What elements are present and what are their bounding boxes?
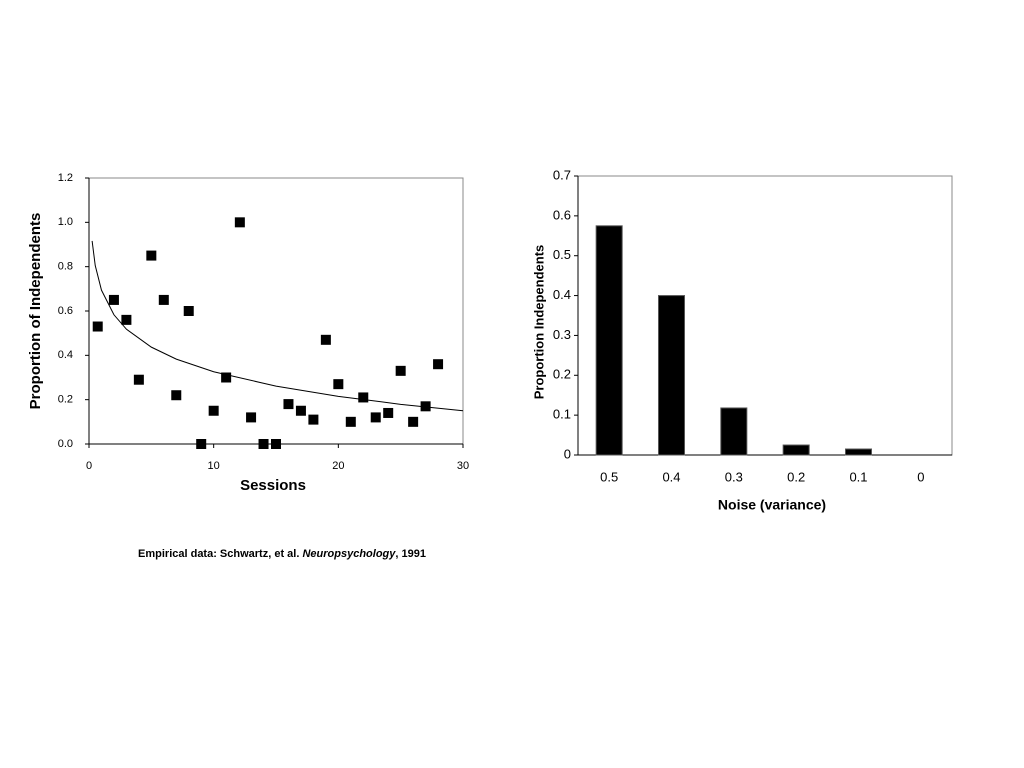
x-tick-label: 0.2	[787, 469, 805, 484]
data-point	[92, 321, 103, 332]
x-axis-title: Sessions	[240, 477, 306, 494]
bar	[658, 295, 685, 456]
data-point	[433, 359, 444, 370]
data-point	[333, 379, 344, 390]
data-point	[258, 439, 269, 449]
data-point	[271, 439, 281, 449]
x-tick-label: 30	[457, 460, 469, 472]
fit-curve	[91, 240, 464, 412]
data-point	[158, 294, 169, 305]
caption-year: , 1991	[395, 548, 426, 560]
y-tick-label: 0.2	[553, 367, 571, 382]
data-point	[146, 250, 157, 261]
x-tick-label: 20	[332, 460, 344, 472]
data-point	[320, 334, 331, 345]
data-point	[395, 365, 406, 376]
data-point	[295, 405, 306, 416]
y-tick-label: 0.6	[58, 305, 73, 317]
x-tick-label: 0	[917, 469, 924, 484]
plot-frame	[88, 177, 464, 445]
data-point	[133, 374, 144, 385]
y-tick-label: 0.6	[553, 207, 571, 222]
caption-text: Empirical data: Schwartz, et al.	[138, 548, 299, 560]
y-tick-label: 0.2	[58, 394, 73, 406]
bar	[720, 407, 748, 456]
x-tick-label: 0.1	[849, 469, 867, 484]
x-tick-label: 0	[86, 460, 92, 472]
plot-frame	[577, 175, 953, 456]
y-tick-label: 0.1	[553, 407, 571, 422]
data-point	[358, 392, 369, 403]
y-axis-title: Proportion of Independents	[27, 213, 44, 410]
data-point	[283, 399, 294, 410]
data-point	[420, 401, 431, 412]
data-point	[108, 294, 119, 305]
y-tick-label: 0	[564, 446, 571, 461]
y-tick-label: 0.0	[58, 438, 73, 450]
data-point	[171, 390, 182, 401]
y-axis-title: Proportion Independents	[531, 245, 546, 400]
x-tick-label: 0.3	[725, 469, 743, 484]
data-point	[370, 412, 381, 423]
data-point	[208, 405, 219, 416]
data-point	[246, 412, 257, 423]
data-point	[234, 217, 245, 228]
x-tick-label: 0.4	[662, 469, 680, 484]
data-point	[383, 407, 394, 418]
caption-journal: Neuropsychology	[302, 548, 396, 560]
y-tick-label: 1.2	[58, 172, 73, 184]
bar	[845, 448, 872, 456]
data-point	[183, 306, 194, 316]
data-point	[196, 439, 207, 449]
bar	[595, 225, 623, 456]
x-tick-label: 10	[208, 460, 220, 472]
y-tick-label: 0.4	[58, 349, 73, 361]
data-point	[345, 416, 356, 427]
y-tick-label: 0.7	[553, 167, 571, 182]
data-point	[408, 416, 419, 427]
y-tick-label: 0.3	[553, 327, 571, 342]
caption: Empirical data: Schwartz, et al. Neurops…	[138, 548, 426, 560]
y-tick-label: 0.5	[553, 247, 571, 262]
y-tick-label: 0.8	[58, 261, 73, 273]
data-point	[308, 414, 319, 425]
x-tick-label: 0.5	[600, 469, 618, 484]
data-point	[221, 372, 232, 383]
bar	[782, 444, 810, 456]
data-point	[121, 314, 132, 325]
x-axis-title: Noise (variance)	[718, 497, 826, 513]
y-tick-label: 0.4	[553, 287, 571, 302]
y-tick-label: 1.0	[58, 216, 73, 228]
